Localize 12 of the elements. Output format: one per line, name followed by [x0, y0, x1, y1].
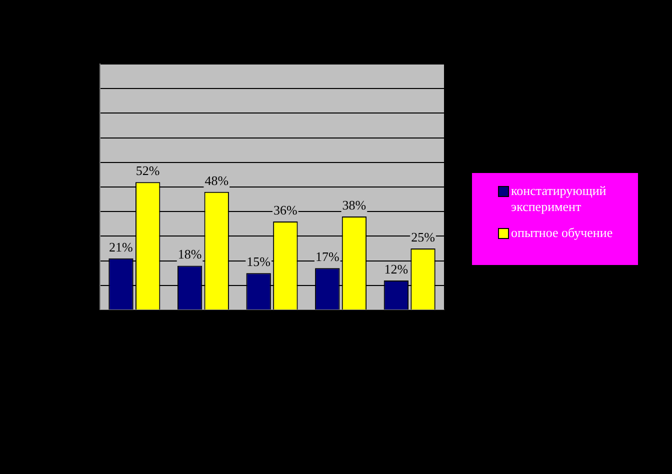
data-label: 21%	[109, 239, 134, 254]
data-label: 52%	[136, 163, 160, 178]
data-label: 48%	[204, 172, 229, 188]
data-label: 18%	[178, 246, 202, 262]
data-label: 36%	[273, 202, 298, 218]
data-label: 25%	[411, 229, 436, 244]
data-label: 12%	[384, 261, 408, 276]
legend-label: констатирующий эксперимент	[511, 183, 608, 215]
legend-label: опытное обучение	[511, 225, 613, 241]
data-label: 38%	[342, 197, 366, 212]
data-label: 17%	[315, 249, 340, 264]
data-label: 15%	[246, 254, 271, 270]
